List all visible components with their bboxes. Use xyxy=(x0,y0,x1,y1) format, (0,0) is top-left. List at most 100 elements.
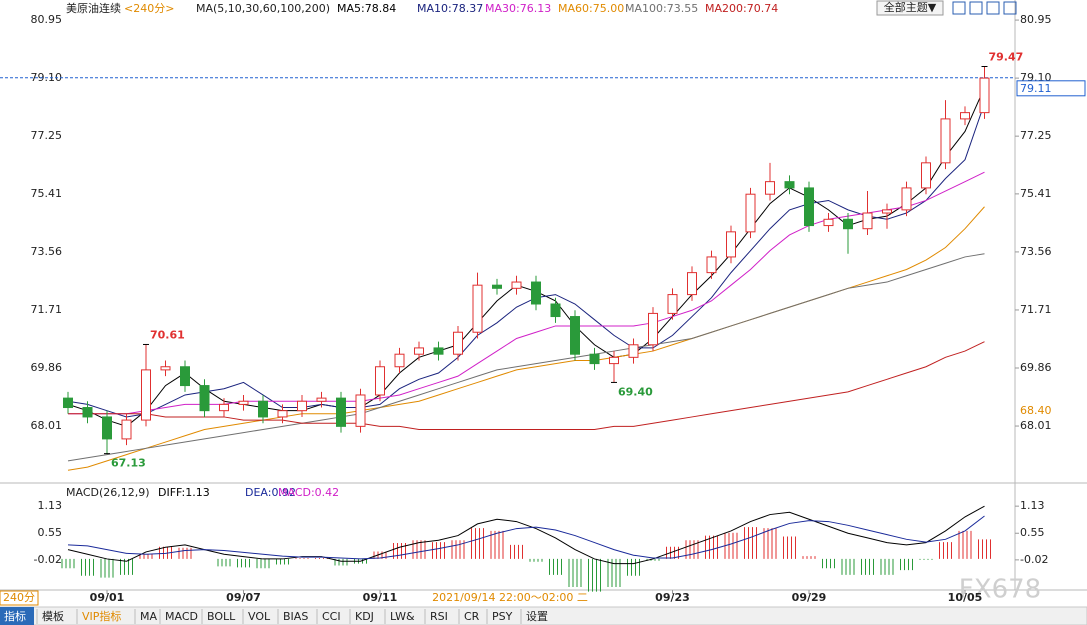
macd-line xyxy=(67,515,985,560)
candle-body xyxy=(433,347,444,355)
ma-line xyxy=(67,103,985,418)
y-tick-label-left: -0.02 xyxy=(34,553,62,566)
candle-body xyxy=(492,284,502,289)
toolbar-tab[interactable]: 模板 xyxy=(42,609,64,623)
zoom-in-icon[interactable] xyxy=(952,1,966,15)
candle-body xyxy=(979,77,990,114)
candle-body xyxy=(940,118,951,164)
candle-body xyxy=(882,209,892,214)
candle-body xyxy=(960,112,970,120)
candle-body xyxy=(258,400,268,418)
x-tick-label: 09/01 xyxy=(90,591,125,604)
toolbar-tab[interactable]: CCI xyxy=(322,610,341,623)
candle-body xyxy=(823,218,834,227)
period-label[interactable]: 240分 xyxy=(3,591,35,604)
ma-line xyxy=(67,253,985,462)
candle-body xyxy=(589,353,600,365)
annotation: 79.47 xyxy=(989,51,1024,64)
candle-body xyxy=(121,419,132,440)
y-tick-label-left: 77.25 xyxy=(31,129,63,142)
toolbar-tab[interactable]: VOL xyxy=(248,610,271,623)
period: <240分> xyxy=(124,2,174,15)
candle-body xyxy=(726,231,736,258)
candle-body xyxy=(862,212,873,230)
candle-body xyxy=(667,294,678,314)
toolbar-tab[interactable]: RSI xyxy=(430,610,448,623)
theme-button[interactable] xyxy=(876,0,944,16)
candle-body xyxy=(160,366,171,371)
candle-body xyxy=(453,331,463,355)
candle-body xyxy=(843,218,853,230)
panel-title: MACD(26,12,9) xyxy=(66,486,150,499)
y-tick-label-right: 1.13 xyxy=(1020,499,1045,512)
candle-body xyxy=(238,400,249,405)
candle-body xyxy=(687,272,697,296)
legend-entry: MA100:73.55 xyxy=(625,2,698,15)
y-tick-label-left: 75.41 xyxy=(31,187,63,200)
indicator: MA(5,10,30,60,100,200) xyxy=(196,2,330,15)
toolbar-tab[interactable]: LW& xyxy=(390,610,415,623)
chart-title: 美原油连续 xyxy=(66,1,121,15)
candle-body xyxy=(531,281,541,305)
annotation: 69.40 xyxy=(618,385,653,398)
candle-body xyxy=(745,193,756,233)
x-tick-label: 09/07 xyxy=(226,591,261,604)
x-tick-label: 09/11 xyxy=(363,591,398,604)
x-tick-label: 09/23 xyxy=(655,591,690,604)
x-tick-label: 10/05 xyxy=(948,591,983,604)
y-tick-label-left: 69.86 xyxy=(31,361,63,374)
candle-body xyxy=(82,407,93,418)
candle-body xyxy=(901,187,912,211)
candle-body xyxy=(609,356,619,365)
zoom-out-icon[interactable] xyxy=(969,1,983,15)
candle-body xyxy=(336,397,346,427)
y-tick-label-right: 69.86 xyxy=(1020,361,1052,374)
y-tick-label-left: 73.56 xyxy=(31,245,63,258)
toolbar-tab[interactable]: VIP指标 xyxy=(82,609,121,623)
legend-entry: MA30:76.13 xyxy=(485,2,551,15)
legend-entry: MA60:75.00 xyxy=(558,2,624,15)
candle-body xyxy=(199,385,210,412)
theme-button-label[interactable]: 全部主题▼ xyxy=(884,0,937,14)
candle-body xyxy=(921,162,931,189)
candle-body xyxy=(355,394,366,427)
annotation: 70.61 xyxy=(150,328,185,341)
legend-entry: DEA:0.92 xyxy=(245,486,296,499)
period-box[interactable] xyxy=(0,590,39,606)
toolbar-tab[interactable]: PSY xyxy=(492,610,513,623)
toolbar-tab[interactable]: MA xyxy=(140,610,157,623)
x-tick-label: 09/29 xyxy=(792,591,827,604)
back-icon[interactable] xyxy=(986,1,1000,15)
y-tick-label-right: 68.01 xyxy=(1020,419,1052,432)
toolbar-tab[interactable]: MACD xyxy=(165,610,198,623)
side-label: 68.40 xyxy=(1020,404,1052,417)
candle-body xyxy=(765,181,775,195)
y-tick-label-right: 71.71 xyxy=(1020,303,1052,316)
candle-body xyxy=(277,410,288,418)
last-price-box xyxy=(1016,80,1086,97)
toolbar-icons[interactable] xyxy=(952,1,1017,15)
y-tick-label-right: 0.55 xyxy=(1020,526,1045,539)
forward-icon[interactable] xyxy=(1003,1,1017,15)
y-tick-label-left: 1.13 xyxy=(38,499,63,512)
y-tick-label-left: 71.71 xyxy=(31,303,63,316)
candle-body xyxy=(570,316,580,355)
toolbar-tab[interactable]: 设置 xyxy=(526,610,548,623)
watermark: FX678 xyxy=(959,575,1041,605)
legend-entry: MA5:78.84 xyxy=(337,2,396,15)
y-tick-label-right: 75.41 xyxy=(1020,187,1052,200)
toolbar-tab[interactable]: KDJ xyxy=(355,610,374,623)
crosshair-time: 2021/09/14 22:00～02:00 二 xyxy=(432,591,588,604)
y-tick-label-right: 80.95 xyxy=(1020,13,1052,26)
candle-body xyxy=(648,312,658,346)
candle-body xyxy=(472,284,483,333)
toolbar-tab[interactable]: BIAS xyxy=(283,610,308,623)
candle-body xyxy=(628,344,639,358)
candle-body xyxy=(414,347,424,355)
toolbar-tab[interactable]: CR xyxy=(464,610,480,623)
toolbar-tab[interactable]: 指标 xyxy=(4,609,26,623)
toolbar-tab[interactable]: BOLL xyxy=(207,610,236,623)
toolbar-tab-active xyxy=(0,607,34,625)
